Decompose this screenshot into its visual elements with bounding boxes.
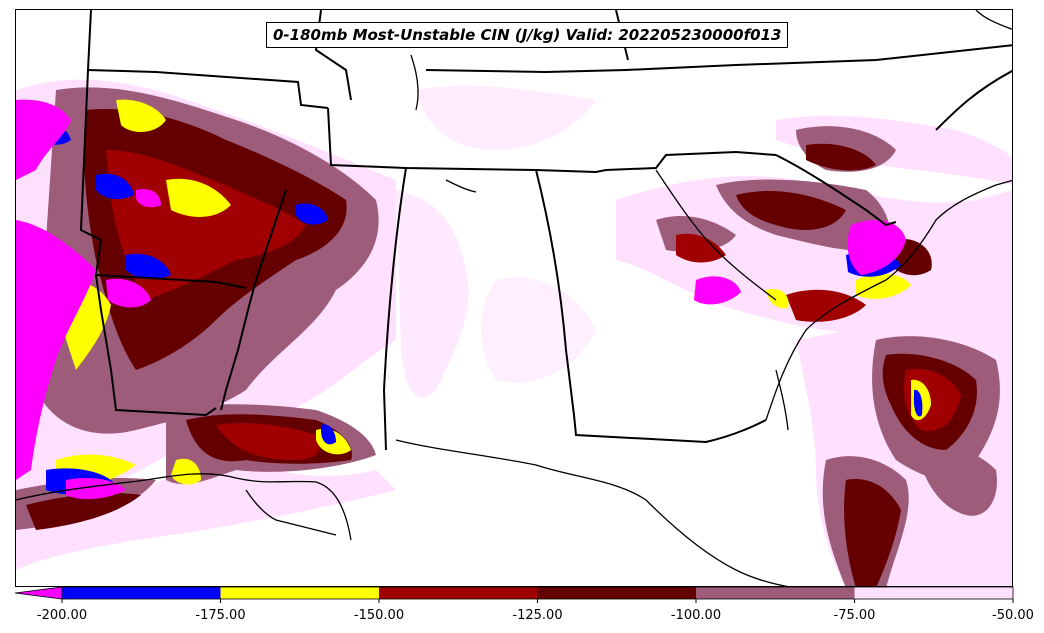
colorbar-segment bbox=[854, 587, 1013, 599]
coastlines bbox=[16, 10, 1012, 586]
colorbar bbox=[14, 586, 1014, 603]
map-panel: 0-180mb Most-Unstable CIN (J/kg) Valid: … bbox=[15, 9, 1013, 587]
state-boundaries bbox=[79, 10, 1012, 451]
colorbar-tick-label: -75.00 bbox=[833, 608, 876, 623]
colorbar-tick-label: -200.00 bbox=[36, 608, 88, 623]
colorbar-segment bbox=[696, 587, 855, 599]
colorbar-tick-label: -150.00 bbox=[353, 608, 405, 623]
colorbar-segment bbox=[220, 587, 379, 599]
colorbar-tick-label: -100.00 bbox=[670, 608, 722, 623]
colorbar-tick-label: -175.00 bbox=[195, 608, 246, 623]
colorbar-segment bbox=[537, 587, 696, 599]
colorbar-segment bbox=[62, 587, 221, 599]
cin-field-map bbox=[16, 10, 1012, 586]
contour-magenta bbox=[16, 99, 906, 500]
map-title: 0-180mb Most-Unstable CIN (J/kg) Valid: … bbox=[266, 22, 789, 48]
colorbar-tick-label: -125.00 bbox=[512, 608, 563, 623]
colorbar-tick-label: -50.00 bbox=[992, 608, 1034, 623]
colorbar-extend-triangle bbox=[14, 586, 63, 600]
colorbar-segment bbox=[379, 587, 538, 599]
